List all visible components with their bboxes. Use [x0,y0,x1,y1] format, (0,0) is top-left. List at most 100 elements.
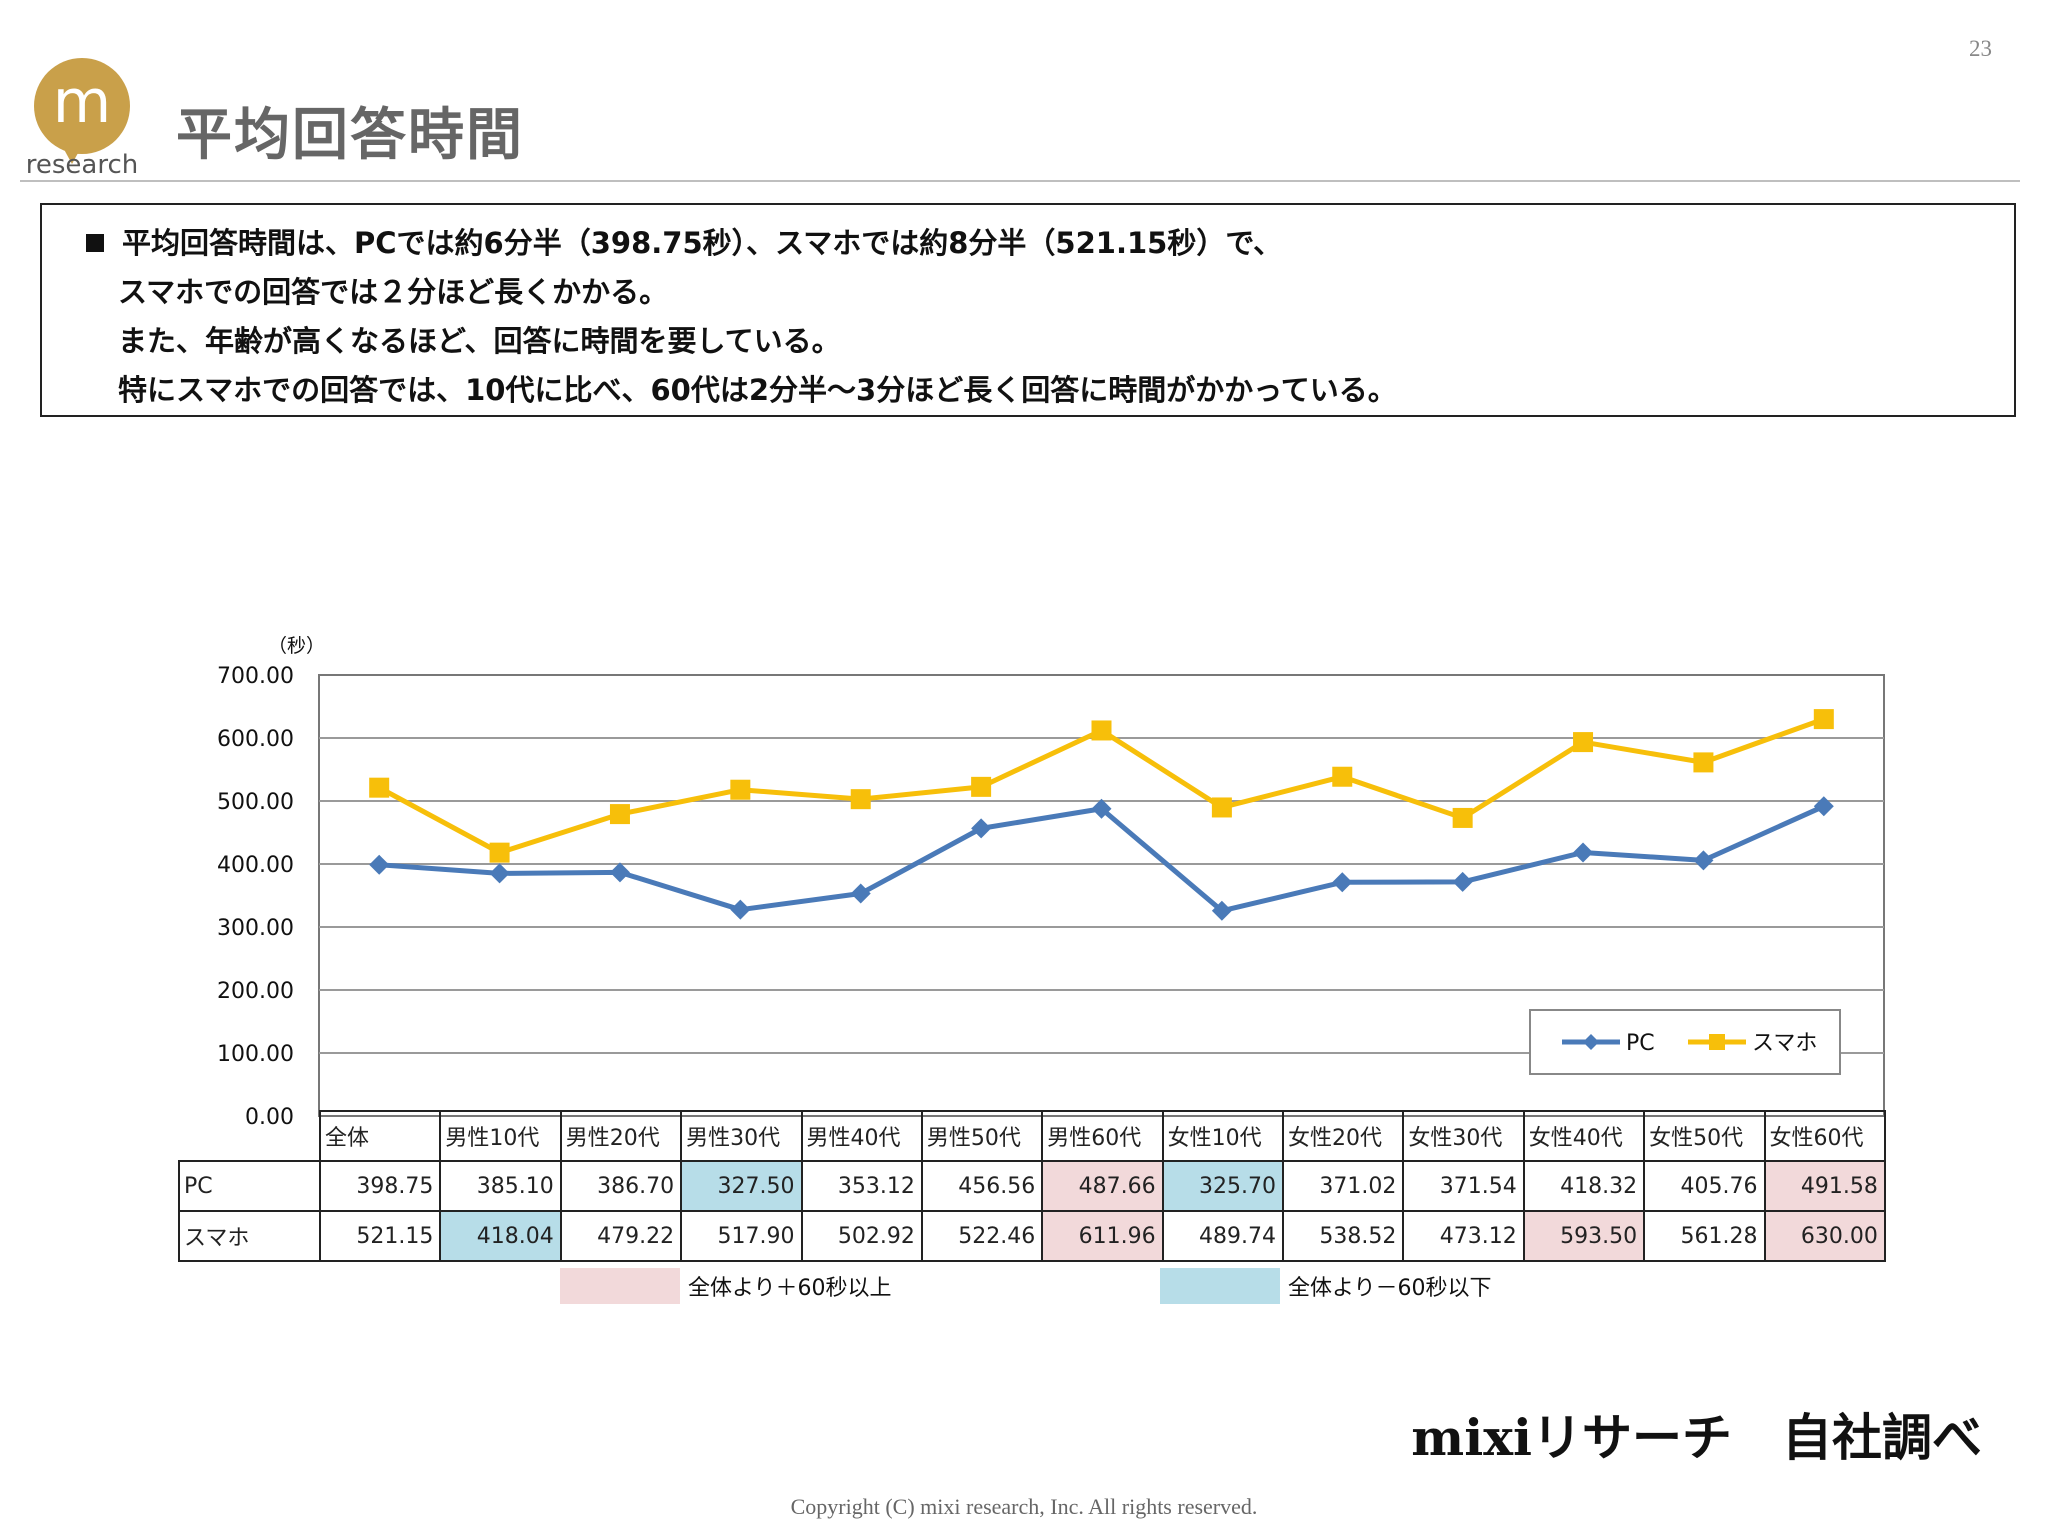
table-value-cell: 517.90 [680,1210,803,1262]
table-value-cell: 405.76 [1643,1160,1766,1212]
data-point-smartphone [1452,807,1473,828]
table-value-cell: 325.70 [1161,1160,1285,1212]
table-header-cell: 男性50代 [920,1110,1044,1162]
y-tick-label: 200.00 [217,979,294,1004]
mixi-research-logo: m research [22,58,142,188]
data-point-smartphone [369,777,390,798]
note-below-average-label: 全体より－60秒以下 [1288,1276,1492,1301]
data-table: 全体 男性10代 男性20代 男性30代 男性40代 男性50代 男性60代 女… [178,1110,1886,1262]
data-point-pc [1452,871,1473,892]
table-value-cell: 371.02 [1281,1160,1405,1212]
table-header-cell: 女性10代 [1161,1110,1285,1162]
table-value-cell: 385.10 [439,1160,562,1212]
table-row-pc: PC 398.75 385.10 386.70 327.50 353.12 45… [178,1160,1886,1212]
table-value-cell: 479.22 [559,1210,683,1262]
data-point-smartphone [1091,720,1112,741]
summary-line-2: スマホでの回答では２分ほど長くかかる。 [118,275,669,309]
data-point-pc [609,862,630,883]
page-number: 23 [1969,36,1992,61]
table-header-row: 全体 男性10代 男性20代 男性30代 男性40代 男性50代 男性60代 女… [179,1110,1886,1162]
data-point-pc [369,854,390,875]
summary-box: 平均回答時間は、PCでは約6分半（398.75秒）、スマホでは約8分半（521.… [40,203,2016,417]
data-point-smartphone [1211,797,1232,818]
data-point-pc [1573,842,1594,863]
table-row-label: スマホ [178,1210,321,1262]
table-header-cell: 全体 [318,1110,442,1162]
data-point-smartphone [1332,766,1353,787]
y-axis-unit-label: （秒） [268,635,325,657]
table-value-cell: 593.50 [1522,1210,1646,1262]
table-value-cell: 522.46 [920,1210,1044,1262]
table-value-cell: 473.12 [1402,1210,1525,1262]
table-value-cell: 398.75 [318,1160,442,1212]
data-point-smartphone [850,789,871,810]
note-above-average: 全体より＋60秒以上 [560,1268,892,1304]
series-lines [369,709,1834,921]
data-point-pc [971,818,992,839]
y-tick-label: 500.00 [217,790,294,815]
table-header-cell: 男性40代 [800,1110,923,1162]
data-point-pc [489,863,510,884]
data-point-smartphone [609,804,630,825]
data-point-pc [1091,798,1112,819]
data-point-smartphone [1573,732,1594,753]
table-value-cell: 418.04 [439,1210,562,1262]
legend-pc-label: PC [1626,1031,1655,1056]
table-header-cell: 男性20代 [559,1110,683,1162]
table-value-cell: 521.15 [318,1210,442,1262]
table-value-cell: 611.96 [1041,1210,1164,1262]
square-bullet-icon [86,234,104,252]
data-point-pc [850,883,871,904]
legend-pc-marker [1583,1034,1599,1050]
y-tick-label: 100.00 [217,1042,294,1067]
slide-title: 平均回答時間 [176,102,524,168]
table-value-cell: 456.56 [920,1160,1044,1212]
logo-speech-tail [60,142,84,164]
copyright-notice: Copyright (C) mixi research, Inc. All ri… [790,1494,1258,1519]
table-corner-cell [179,1111,320,1162]
table-header-cell: 男性10代 [439,1110,562,1162]
table-header-cell: 女性50代 [1643,1110,1766,1162]
y-tick-label: 600.00 [217,727,294,752]
table-row-label: PC [178,1160,321,1212]
logo-letter: m [52,67,112,137]
table-value-cell: 327.50 [680,1160,803,1212]
logo-circle [34,58,130,154]
data-point-smartphone [1693,752,1714,773]
table-value-cell: 418.32 [1522,1160,1646,1212]
table-value-cell: 491.58 [1763,1160,1886,1212]
table-value-cell: 489.74 [1161,1210,1285,1262]
table-header-cell: 女性30代 [1402,1110,1525,1162]
table-value-cell: 630.00 [1763,1210,1886,1262]
summary-line-4: 特にスマホでの回答では、10代に比べ、60代は2分半～3分ほど長く回答に時間がか… [118,373,1397,407]
table-value-cell: 561.28 [1643,1210,1766,1262]
title-divider [20,180,2020,182]
blue-swatch [1160,1268,1280,1304]
logo-word: research [25,150,139,180]
table-value-cell: 353.12 [800,1160,923,1212]
legend-sp-label: スマホ [1752,1031,1817,1056]
table-value-cell: 487.66 [1041,1160,1164,1212]
data-point-smartphone [730,779,751,800]
data-point-pc [1211,900,1232,921]
table-header-cell: 女性60代 [1763,1110,1886,1162]
data-point-smartphone [971,776,992,797]
table-value-cell: 371.54 [1402,1160,1525,1212]
source-credit: mixiリサーチ 自社調べ [1411,1408,1982,1467]
table-value-cell: 538.52 [1281,1210,1405,1262]
data-point-smartphone [489,842,510,863]
y-tick-label: 700.00 [217,664,294,689]
data-point-pc [1693,850,1714,871]
summary-line-3: また、年齢が高くなるほど、回答に時間を要している。 [118,324,841,358]
note-below-average: 全体より－60秒以下 [1160,1268,1492,1304]
table-value-cell: 502.92 [800,1210,923,1262]
table-header-cell: 男性30代 [680,1110,803,1162]
chart-legend: PC スマホ [1529,1009,1841,1075]
summary-line-1: 平均回答時間は、PCでは約6分半（398.75秒）、スマホでは約8分半（521.… [62,219,1994,268]
table-header-cell: 女性20代 [1281,1110,1405,1162]
pink-swatch [560,1268,680,1304]
gridlines [319,737,1884,1054]
data-point-pc [1813,796,1834,817]
y-tick-label: 300.00 [217,916,294,941]
